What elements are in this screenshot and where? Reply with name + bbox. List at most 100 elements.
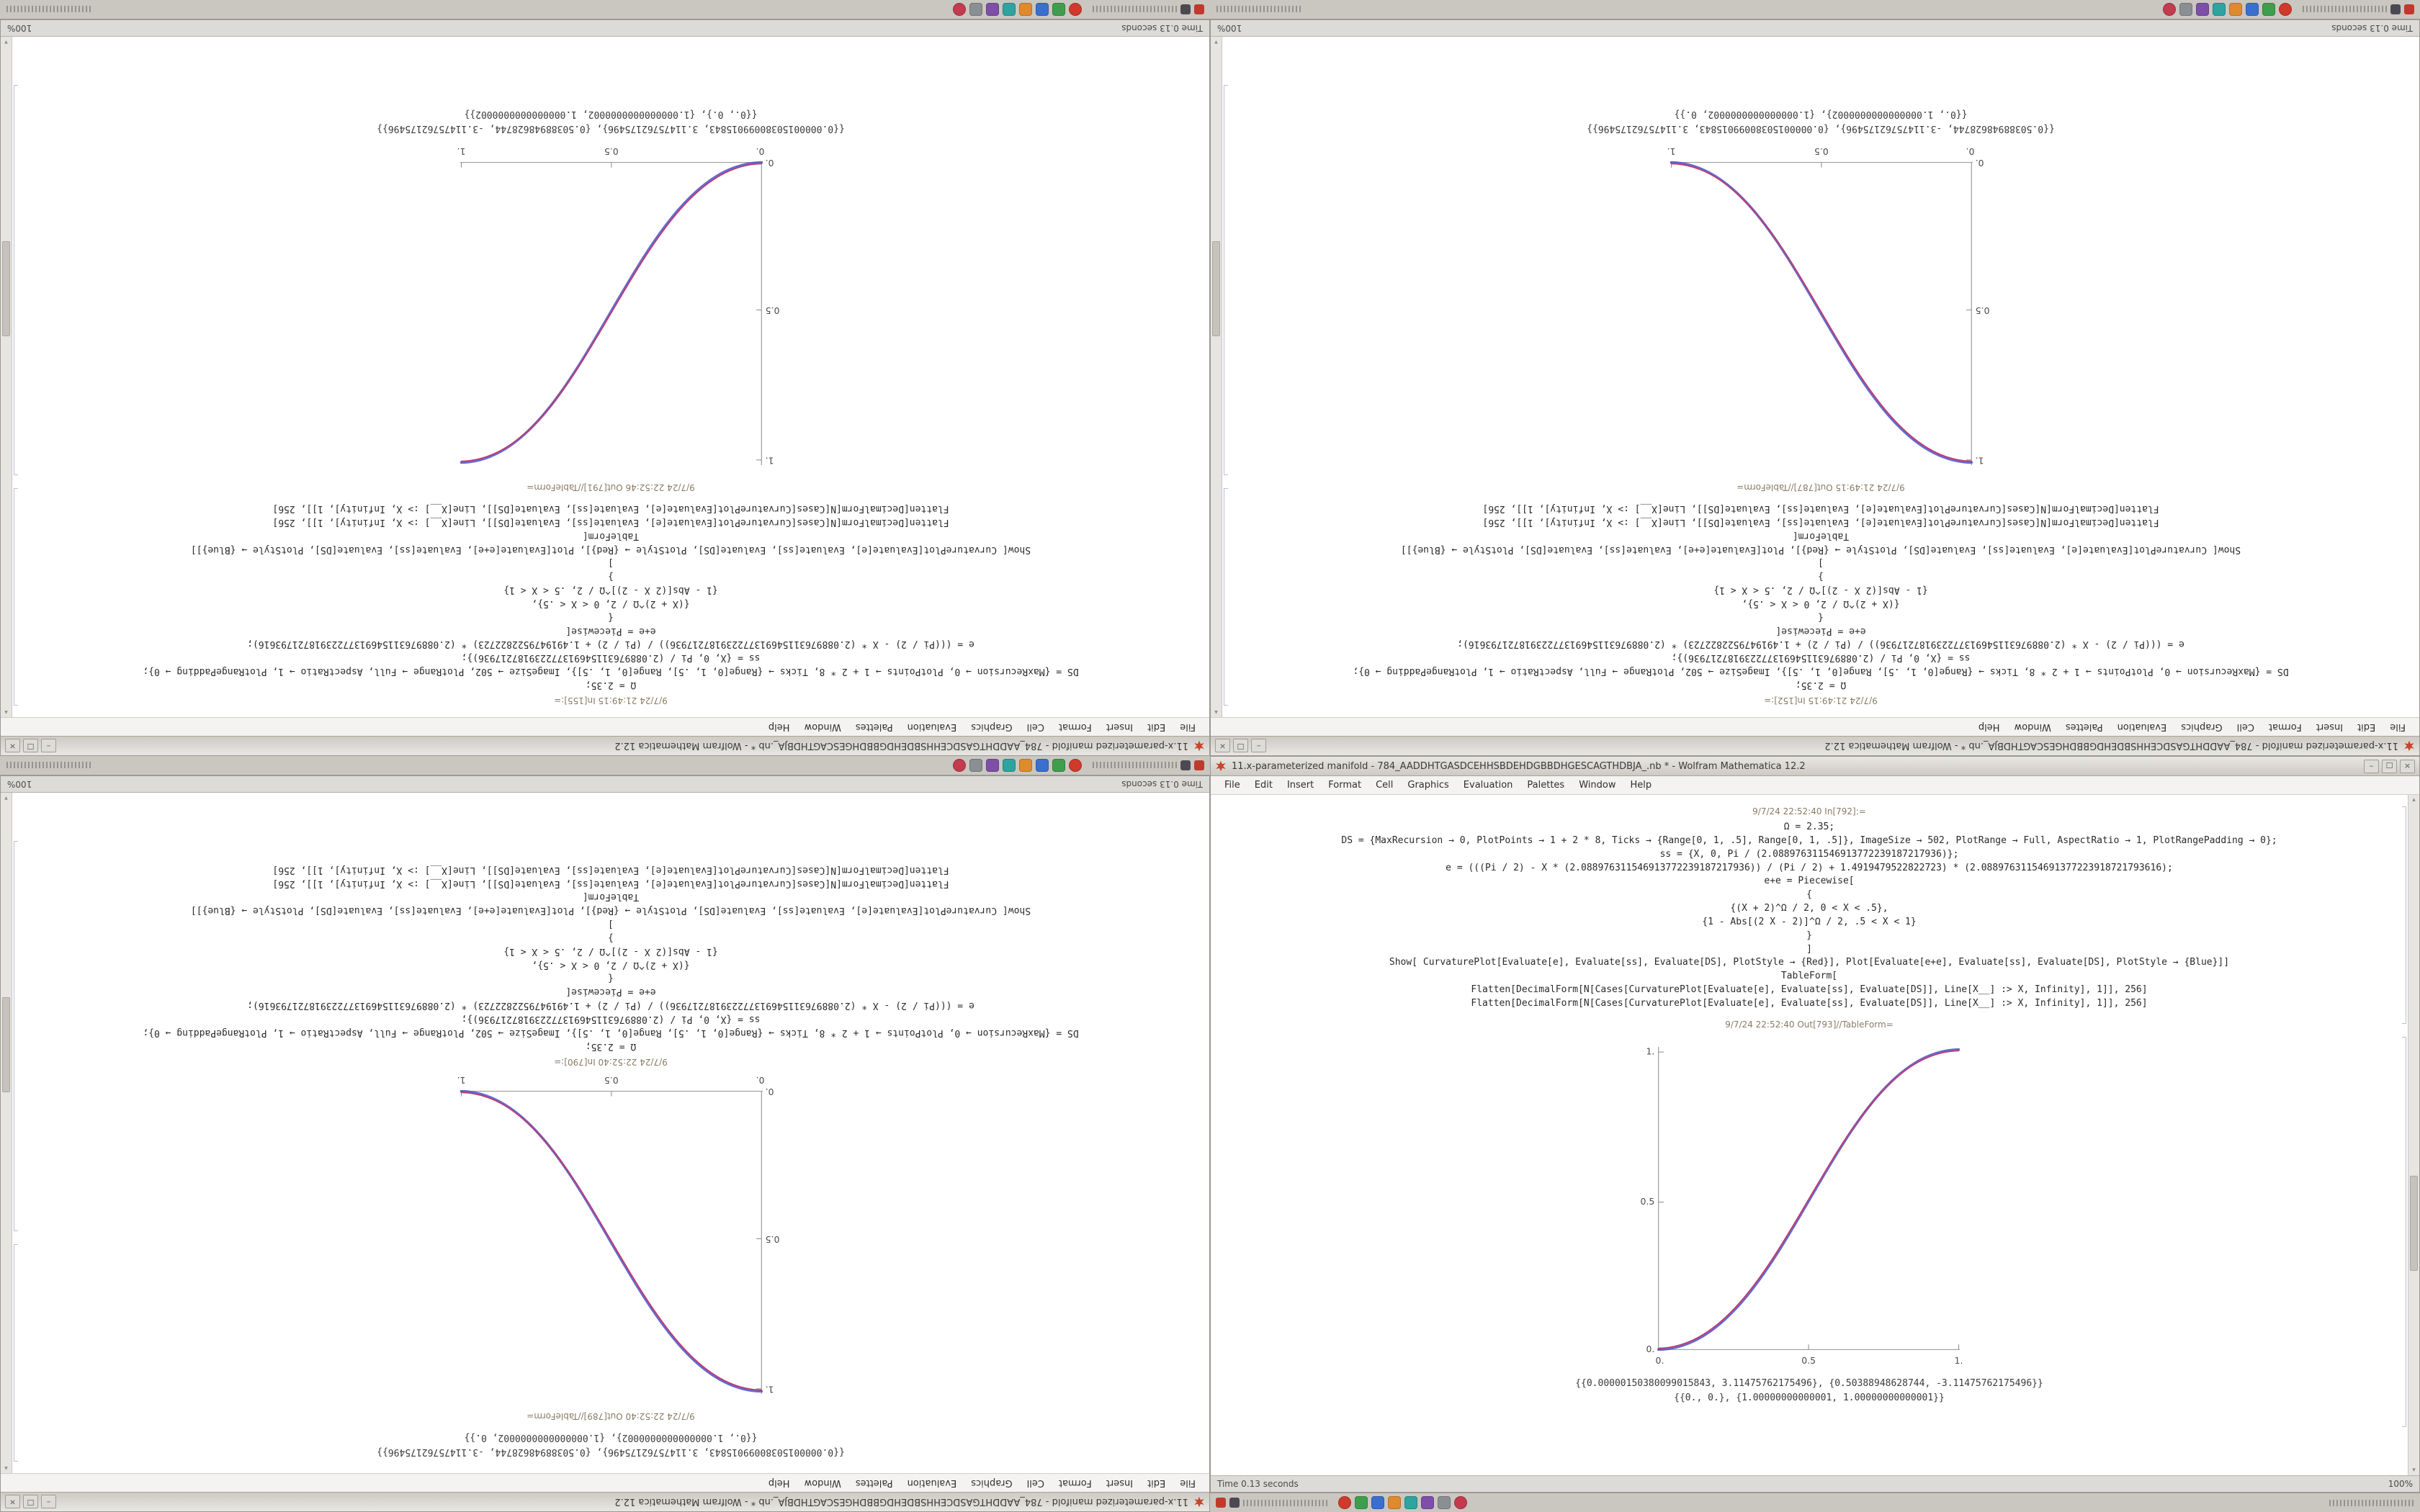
code-line[interactable]: e = (((Pi / 2) - X * (2.0889763115469137… [247, 1000, 974, 1012]
scroll-down-icon[interactable]: ▾ [2412, 1467, 2416, 1474]
code-line[interactable]: e = (((Pi / 2) - X * (2.0889763115469137… [1446, 862, 2173, 873]
code-line[interactable]: Ω = 2.35; [585, 680, 637, 690]
cell-bracket[interactable] [14, 488, 18, 706]
menu-window[interactable]: Window [804, 1477, 841, 1488]
menu-help[interactable]: Help [768, 1477, 790, 1488]
scroll-up-icon[interactable]: ▴ [2412, 796, 2416, 804]
code-line[interactable]: DS = {MaxRecursion → 0, PlotPoints → 1 +… [1341, 834, 2277, 846]
code-line[interactable]: {1 - Abs[(2 X - 2)]^Ω / 2, .5 < X < 1} [1702, 916, 1917, 927]
code-line[interactable]: e = (((Pi / 2) - X * (2.0889763115469137… [247, 639, 974, 650]
close-icon[interactable]: × [5, 739, 20, 753]
menu-edit[interactable]: Edit [2357, 721, 2376, 732]
menu-cell[interactable]: Cell [1026, 721, 1044, 732]
cell-bracket[interactable] [14, 841, 18, 1231]
code-line[interactable]: ] [608, 557, 614, 569]
tray-app-icon[interactable] [2390, 4, 2401, 14]
menu-file[interactable]: File [1180, 721, 1196, 732]
input-cell[interactable]: 9/7/24 22:52:40 In[792]:= Ω = 2.35; DS = … [1224, 806, 2395, 1011]
menu-file[interactable]: File [1180, 1477, 1196, 1488]
code-line[interactable]: TableForm[ [1780, 971, 1838, 982]
code-line[interactable]: TableForm[ [582, 530, 640, 541]
code-line[interactable]: Flatten[DecimalForm[N[Cases[CurvaturePlo… [272, 864, 949, 876]
app-teal-icon[interactable] [1003, 3, 1016, 16]
app-record-icon[interactable] [1069, 759, 1082, 772]
code-line[interactable]: {(X + 2)^Ω / 2, 0 < X < .5}, [1730, 903, 1888, 914]
maximize-icon[interactable]: ☐ [23, 739, 38, 753]
scroll-down-icon[interactable]: ▾ [4, 38, 8, 45]
menu-graphics[interactable]: Graphics [2181, 721, 2223, 732]
code-line[interactable]: } [1818, 571, 1824, 582]
notebook-content[interactable]: 9/7/24 21:49:15 In[152]:= Ω = 2.35; DS = … [1211, 37, 2419, 717]
menu-palettes[interactable]: Palettes [855, 721, 893, 732]
code-line[interactable]: } [1806, 930, 1812, 941]
app-record-icon[interactable] [1069, 3, 1082, 16]
menu-cell[interactable]: Cell [2236, 721, 2254, 732]
code-line[interactable]: {(X + 2)^Ω / 2, 0 < X < .5}, [1742, 598, 1900, 609]
app-purple-icon[interactable] [2196, 3, 2209, 16]
vertical-scrollbar[interactable]: ▴ ▾ [1, 793, 12, 1473]
code-line[interactable]: Show[ CurvaturePlot[Evaluate[e], Evaluat… [1389, 957, 2230, 968]
code-line[interactable]: { [608, 973, 614, 984]
menu-graphics[interactable]: Graphics [971, 1477, 1013, 1488]
menu-evaluation[interactable]: Evaluation [907, 1477, 957, 1488]
app-green-icon[interactable] [2262, 3, 2275, 16]
code-line[interactable]: ss = {X, 0, Pi / (2.08897631154691377223… [461, 1014, 761, 1025]
status-zoom[interactable]: 100% [2388, 1479, 2413, 1489]
code-block[interactable]: Ω = 2.35; DS = {MaxRecursion → 0, PlotPoi… [1224, 821, 2395, 1011]
window-titlebar[interactable]: 11.x-parameterized manifold - 784_AADDHT… [1, 736, 1209, 755]
app-orange-icon[interactable] [1388, 1496, 1401, 1509]
code-line[interactable]: Flatten[DecimalForm[N[Cases[CurvaturePlo… [1482, 503, 2159, 515]
input-cell[interactable]: 9/7/24 21:49:15 In[155]:= Ω = 2.35; DS = … [25, 501, 1196, 706]
menu-help[interactable]: Help [1978, 721, 2000, 732]
app-purple-icon[interactable] [1421, 1496, 1434, 1509]
code-line[interactable]: } [608, 932, 614, 943]
menu-format[interactable]: Format [1058, 1477, 1092, 1488]
app-red-icon[interactable] [1454, 1496, 1467, 1509]
code-line[interactable]: ss = {X, 0, Pi / (2.08897631154691377223… [461, 652, 761, 664]
window-titlebar[interactable]: 11.x-parameterized manifold - 784_AADDHT… [1211, 736, 2419, 755]
cell-bracket[interactable] [2402, 806, 2406, 1024]
menu-insert[interactable]: Insert [1286, 780, 1314, 791]
window-titlebar[interactable]: 11.x-parameterized manifold - 784_AADDHT… [1, 1492, 1209, 1511]
code-block[interactable]: Ω = 2.35; DS = {MaxRecursion → 0, PlotPoi… [25, 501, 1196, 691]
app-teal-icon[interactable] [1003, 759, 1016, 772]
menu-evaluation[interactable]: Evaluation [2117, 721, 2167, 732]
app-orange-icon[interactable] [1019, 759, 1032, 772]
menu-edit[interactable]: Edit [1254, 780, 1273, 791]
app-blue-icon[interactable] [2246, 3, 2259, 16]
vertical-scrollbar[interactable]: ▴ ▾ [1211, 37, 1222, 717]
code-line[interactable]: } [608, 571, 614, 582]
scroll-down-icon[interactable]: ▾ [4, 794, 8, 801]
notebook-content[interactable]: {{0.00000150380099015843, 3.114757621754… [1, 793, 1209, 1473]
tray-app-icon[interactable] [2404, 4, 2414, 14]
code-line[interactable]: ] [608, 919, 614, 930]
tray-app-icon[interactable] [1229, 1498, 1240, 1508]
menu-window[interactable]: Window [804, 721, 841, 732]
code-block[interactable]: Ω = 2.35; DS = {MaxRecursion → 0, PlotPoi… [25, 863, 1196, 1053]
maximize-icon[interactable]: ☐ [1233, 739, 1248, 753]
code-line[interactable]: Show[ CurvaturePlot[Evaluate[e], Evaluat… [190, 905, 1031, 917]
notebook-content[interactable]: 9/7/24 22:52:40 In[792]:= Ω = 2.35; DS = … [1211, 795, 2419, 1475]
maximize-icon[interactable]: ☐ [2382, 759, 2397, 773]
app-teal-icon[interactable] [1404, 1496, 1417, 1509]
code-line[interactable]: ] [1806, 943, 1812, 955]
app-orange-icon[interactable] [1019, 3, 1032, 16]
code-line[interactable]: Flatten[DecimalForm[N[Cases[CurvaturePlo… [272, 516, 949, 528]
vertical-scrollbar[interactable]: ▴ ▾ [1, 37, 12, 717]
code-line[interactable]: Ω = 2.35; [1783, 822, 1835, 832]
menu-format[interactable]: Format [2268, 721, 2302, 732]
code-line[interactable]: e+e = Piecewise[ [1764, 876, 1855, 887]
code-line[interactable]: e+e = Piecewise[ [565, 625, 656, 636]
code-line[interactable]: ] [1818, 557, 1824, 569]
code-line[interactable]: DS = {MaxRecursion → 0, PlotPoints → 1 +… [143, 1027, 1079, 1038]
code-line[interactable]: TableForm[ [582, 891, 640, 903]
menu-edit[interactable]: Edit [1147, 721, 1166, 732]
menu-file[interactable]: File [2390, 721, 2406, 732]
minimize-icon[interactable]: – [2364, 759, 2379, 773]
code-line[interactable]: { [1818, 611, 1824, 623]
menu-palettes[interactable]: Palettes [855, 1477, 893, 1488]
maximize-icon[interactable]: ☐ [23, 1495, 38, 1509]
code-line[interactable]: Show[ CurvaturePlot[Evaluate[e], Evaluat… [1400, 544, 2241, 555]
minimize-icon[interactable]: – [41, 1495, 56, 1509]
app-red-icon[interactable] [953, 3, 966, 16]
